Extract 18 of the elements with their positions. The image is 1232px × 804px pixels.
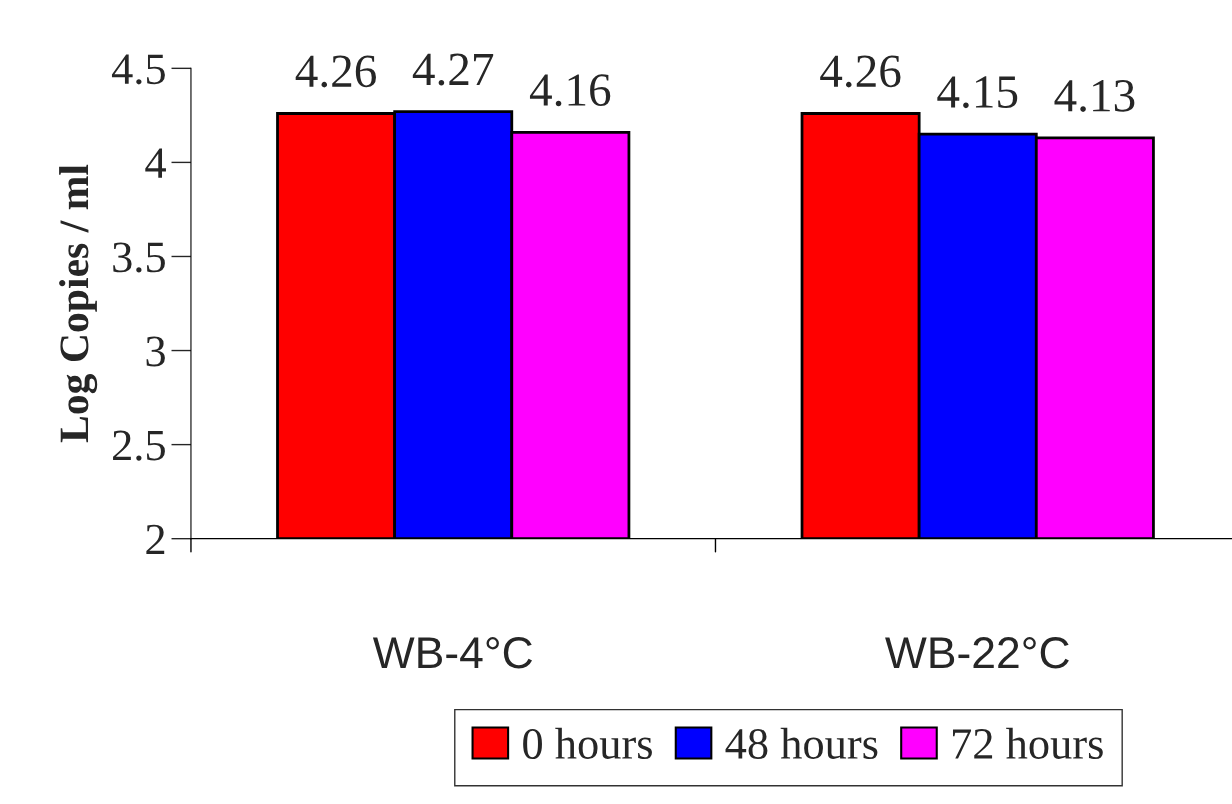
data-label: 4.13: [1054, 79, 1135, 112]
x-tick-label: WB-4°C: [372, 637, 533, 669]
data-label: 4.26: [295, 55, 376, 88]
data-label: 4.15: [937, 76, 1018, 109]
y-tick-label: 2: [146, 524, 165, 555]
y-tick-label: 3: [146, 336, 165, 367]
y-tick-label: 4.5: [111, 54, 165, 85]
x-tick-label: WB-22°C: [885, 637, 1069, 669]
legend-label: 48 hours: [725, 727, 878, 759]
legend-label: 72 hours: [953, 727, 1103, 759]
legend-label: 0 hours: [523, 727, 652, 759]
y-tick-label: 4: [145, 148, 166, 178]
y-tick-label: 3.5: [113, 242, 165, 273]
data-label: 4.26: [820, 55, 901, 88]
y-tick-label: 2.5: [113, 430, 165, 461]
data-label: 4.27: [412, 53, 494, 86]
y-axis-title: Log Copies / ml: [59, 164, 98, 443]
data-label: 4.16: [529, 74, 611, 107]
